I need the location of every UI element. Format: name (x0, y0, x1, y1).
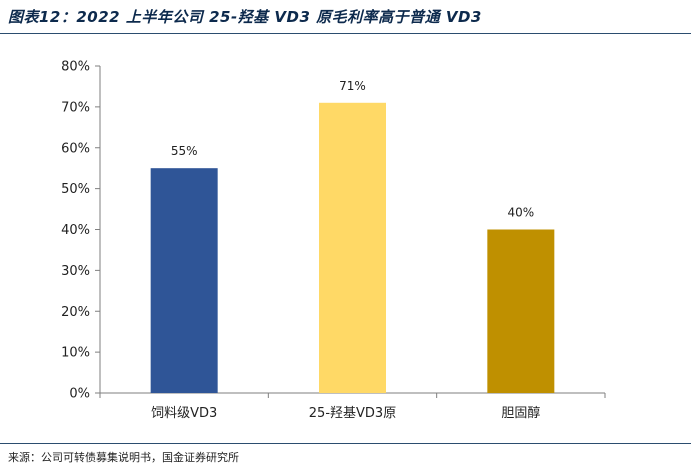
y-tick-label: 40% (61, 223, 90, 238)
page-title: 图表12：2022 上半年公司 25-羟基 VD3 原毛利率高于普通 VD3 (8, 8, 482, 26)
footer-divider (0, 443, 691, 444)
x-tick-label: 胆固醇 (501, 405, 540, 421)
y-tick-label: 0% (69, 387, 90, 402)
bar-chart: 0% 10% 20% 30% 40% 50% 60% 70% 80% 饲料级VD3 25-羟基VD… (61, 60, 606, 421)
y-tick-label: 20% (61, 305, 90, 320)
y-tick-label: 60% (61, 141, 90, 156)
y-tick-label: 50% (61, 182, 90, 197)
x-tick-label: 25-羟基VD3原 (309, 406, 396, 421)
y-tick-label: 70% (61, 100, 90, 115)
y-tick-label: 30% (61, 264, 90, 279)
bar (150, 168, 218, 393)
y-axis: 0% 10% 20% 30% 40% 50% 60% 70% 80% (61, 60, 101, 402)
source-note: 来源：公司可转债募集说明书，国金证券研究所 (8, 451, 239, 464)
y-tick-label: 80% (61, 60, 90, 75)
title-divider (0, 33, 691, 34)
data-label: 40% (507, 206, 534, 220)
data-labels: 55% 71% 40% (171, 79, 534, 220)
data-label: 71% (339, 79, 366, 93)
bar (319, 102, 386, 393)
y-tick-label: 10% (61, 346, 90, 361)
x-tick-label: 饲料级VD3 (151, 406, 217, 421)
bar (487, 229, 555, 393)
bars (150, 102, 555, 393)
data-label: 55% (171, 144, 198, 158)
x-axis: 饲料级VD3 25-羟基VD3原 胆固醇 (99, 392, 606, 421)
